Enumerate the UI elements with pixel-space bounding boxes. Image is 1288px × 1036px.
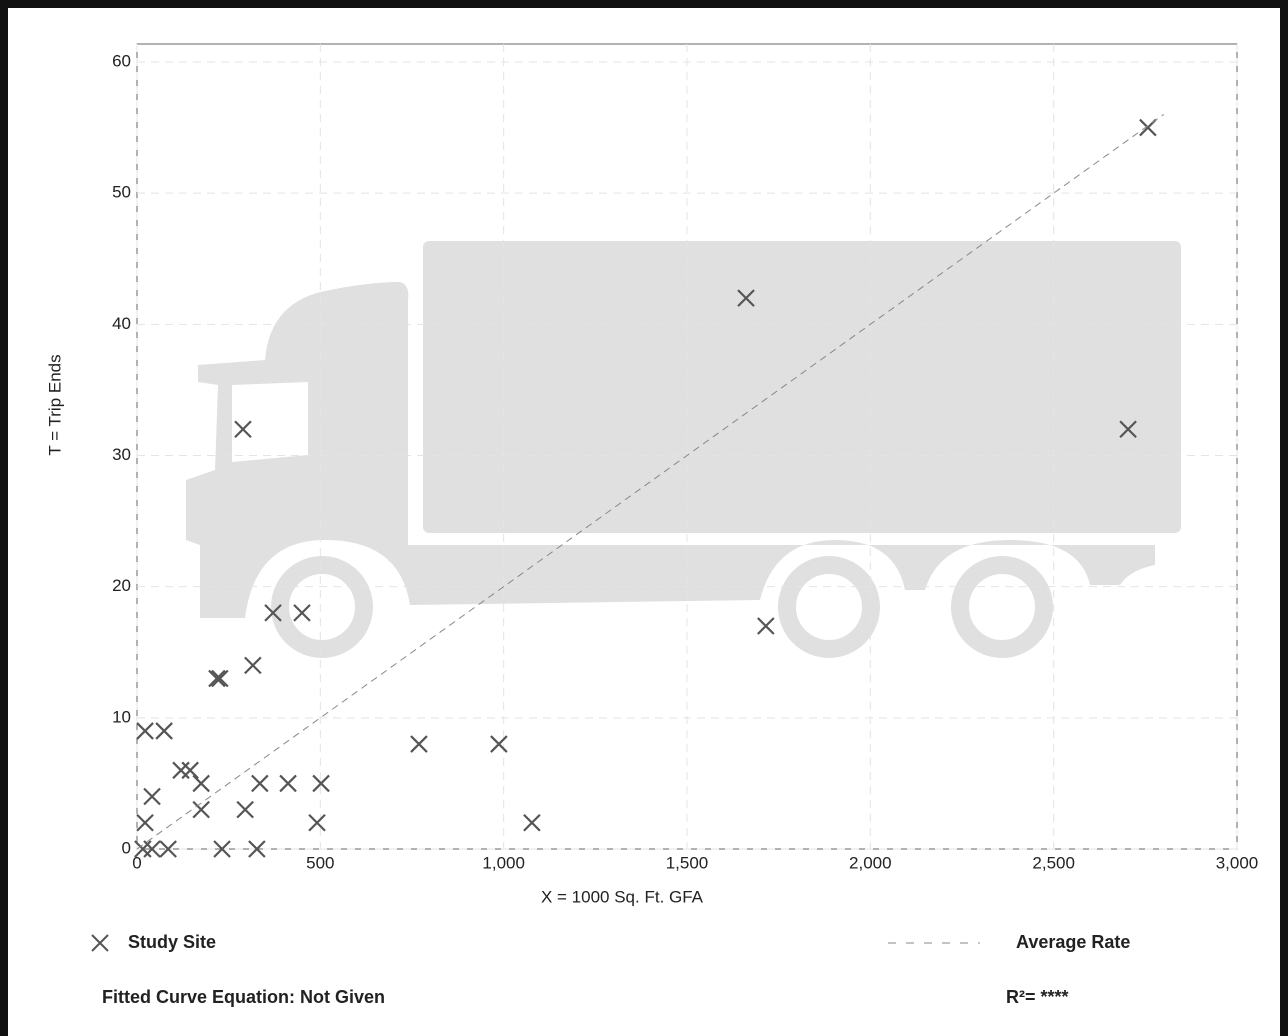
r-squared-note: R²= **** xyxy=(1006,987,1069,1007)
chart: T = Trip Ends X = 1000 Sq. Ft. GFA Study… xyxy=(0,0,1288,1036)
legend-label: Study Site xyxy=(128,932,216,952)
x-tick-label: 1,000 xyxy=(482,853,525,872)
y-tick-label: 20 xyxy=(112,576,131,595)
x-axis-label: X = 1000 Sq. Ft. GFA xyxy=(541,887,704,906)
x-tick-label: 2,500 xyxy=(1032,853,1075,872)
fitted-curve-note: Fitted Curve Equation: Not Given xyxy=(102,987,385,1007)
y-axis-label: T = Trip Ends xyxy=(45,354,64,455)
y-tick-label: 30 xyxy=(112,445,131,464)
y-tick-label: 40 xyxy=(112,314,131,333)
y-tick-label: 50 xyxy=(112,183,131,202)
page: T = Trip Ends X = 1000 Sq. Ft. GFA Study… xyxy=(0,0,1288,1036)
y-tick-label: 0 xyxy=(122,838,131,857)
y-tick-label: 10 xyxy=(112,707,131,726)
x-tick-label: 500 xyxy=(306,853,334,872)
y-tick-label: 60 xyxy=(112,51,131,70)
x-tick-label: 1,500 xyxy=(666,853,709,872)
x-tick-label: 2,000 xyxy=(849,853,892,872)
legend-label: Average Rate xyxy=(1016,932,1130,952)
x-tick-label: 3,000 xyxy=(1216,853,1259,872)
